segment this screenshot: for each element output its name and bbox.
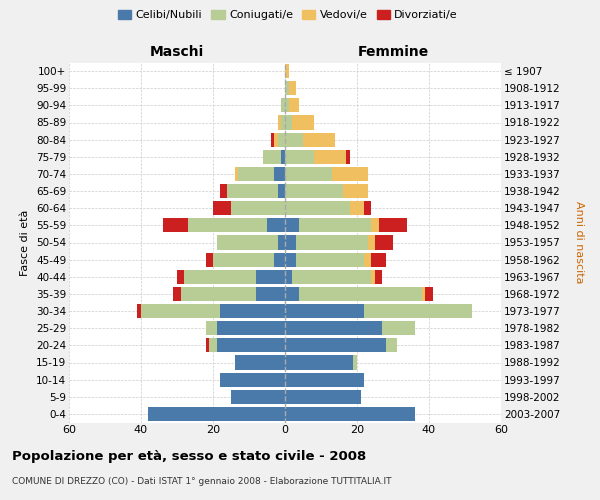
Bar bbox=[285, 236, 296, 250]
Bar bbox=[163, 218, 188, 232]
Text: COMUNE DI DREZZO (CO) - Dati ISTAT 1° gennaio 2008 - Elaborazione TUTTITALIA.IT: COMUNE DI DREZZO (CO) - Dati ISTAT 1° ge… bbox=[12, 478, 392, 486]
Bar bbox=[285, 287, 299, 301]
Bar bbox=[281, 98, 285, 112]
Bar bbox=[220, 184, 227, 198]
Text: Femmine: Femmine bbox=[358, 45, 428, 59]
Text: Popolazione per età, sesso e stato civile - 2008: Popolazione per età, sesso e stato civil… bbox=[12, 450, 366, 463]
Bar bbox=[235, 356, 285, 370]
Bar bbox=[206, 321, 217, 335]
Bar bbox=[285, 218, 299, 232]
Bar bbox=[375, 270, 382, 284]
Bar bbox=[368, 236, 375, 250]
Bar bbox=[281, 116, 285, 130]
Bar bbox=[425, 287, 433, 301]
Bar bbox=[285, 304, 364, 318]
Bar bbox=[141, 304, 220, 318]
Bar bbox=[173, 287, 181, 301]
Legend: Celibi/Nubili, Coniugati/e, Vedovi/e, Divorziati/e: Celibi/Nubili, Coniugati/e, Vedovi/e, Di… bbox=[113, 6, 463, 25]
Bar bbox=[274, 252, 285, 266]
Bar bbox=[220, 304, 285, 318]
Bar bbox=[148, 407, 285, 421]
Bar bbox=[188, 218, 267, 232]
Bar bbox=[371, 252, 386, 266]
Bar bbox=[235, 167, 238, 181]
Bar bbox=[271, 132, 274, 146]
Bar bbox=[292, 116, 314, 130]
Bar bbox=[177, 270, 184, 284]
Bar bbox=[220, 372, 285, 386]
Bar bbox=[213, 201, 231, 215]
Bar bbox=[209, 338, 217, 352]
Bar bbox=[285, 390, 361, 404]
Bar bbox=[256, 270, 285, 284]
Bar bbox=[278, 116, 281, 130]
Bar bbox=[285, 270, 292, 284]
Bar bbox=[227, 184, 278, 198]
Bar bbox=[343, 184, 368, 198]
Bar bbox=[231, 390, 285, 404]
Bar bbox=[238, 167, 274, 181]
Bar bbox=[289, 98, 299, 112]
Bar bbox=[281, 150, 285, 164]
Bar bbox=[292, 270, 371, 284]
Bar bbox=[278, 132, 285, 146]
Bar bbox=[285, 116, 292, 130]
Bar bbox=[375, 236, 393, 250]
Bar bbox=[285, 372, 364, 386]
Bar bbox=[314, 150, 346, 164]
Bar bbox=[353, 356, 357, 370]
Bar bbox=[364, 252, 371, 266]
Bar bbox=[263, 150, 281, 164]
Bar bbox=[364, 201, 371, 215]
Bar bbox=[206, 338, 209, 352]
Bar bbox=[371, 218, 379, 232]
Bar bbox=[350, 201, 364, 215]
Bar bbox=[289, 81, 296, 95]
Bar bbox=[371, 270, 375, 284]
Bar bbox=[285, 201, 350, 215]
Bar bbox=[296, 236, 368, 250]
Bar bbox=[285, 321, 382, 335]
Bar bbox=[332, 167, 368, 181]
Bar bbox=[285, 167, 332, 181]
Bar bbox=[285, 356, 353, 370]
Bar bbox=[137, 304, 141, 318]
Bar bbox=[184, 270, 256, 284]
Bar bbox=[213, 252, 274, 266]
Bar bbox=[364, 304, 472, 318]
Y-axis label: Anni di nascita: Anni di nascita bbox=[574, 201, 584, 284]
Bar bbox=[285, 98, 289, 112]
Bar bbox=[296, 252, 364, 266]
Bar bbox=[299, 287, 422, 301]
Bar bbox=[217, 338, 285, 352]
Bar bbox=[285, 64, 289, 78]
Bar bbox=[303, 132, 335, 146]
Bar bbox=[285, 150, 314, 164]
Bar bbox=[217, 321, 285, 335]
Bar bbox=[206, 252, 213, 266]
Bar bbox=[285, 184, 343, 198]
Bar bbox=[422, 287, 425, 301]
Bar bbox=[274, 132, 278, 146]
Y-axis label: Fasce di età: Fasce di età bbox=[20, 210, 31, 276]
Bar bbox=[256, 287, 285, 301]
Bar bbox=[181, 287, 256, 301]
Bar bbox=[285, 338, 386, 352]
Bar bbox=[285, 81, 289, 95]
Text: Maschi: Maschi bbox=[150, 45, 204, 59]
Bar bbox=[386, 338, 397, 352]
Bar bbox=[285, 252, 296, 266]
Bar bbox=[231, 201, 285, 215]
Bar bbox=[346, 150, 350, 164]
Bar bbox=[278, 236, 285, 250]
Bar bbox=[278, 184, 285, 198]
Bar bbox=[299, 218, 371, 232]
Bar bbox=[267, 218, 285, 232]
Bar bbox=[285, 132, 303, 146]
Bar bbox=[285, 407, 415, 421]
Bar bbox=[274, 167, 285, 181]
Bar bbox=[379, 218, 407, 232]
Bar bbox=[217, 236, 278, 250]
Bar bbox=[382, 321, 415, 335]
